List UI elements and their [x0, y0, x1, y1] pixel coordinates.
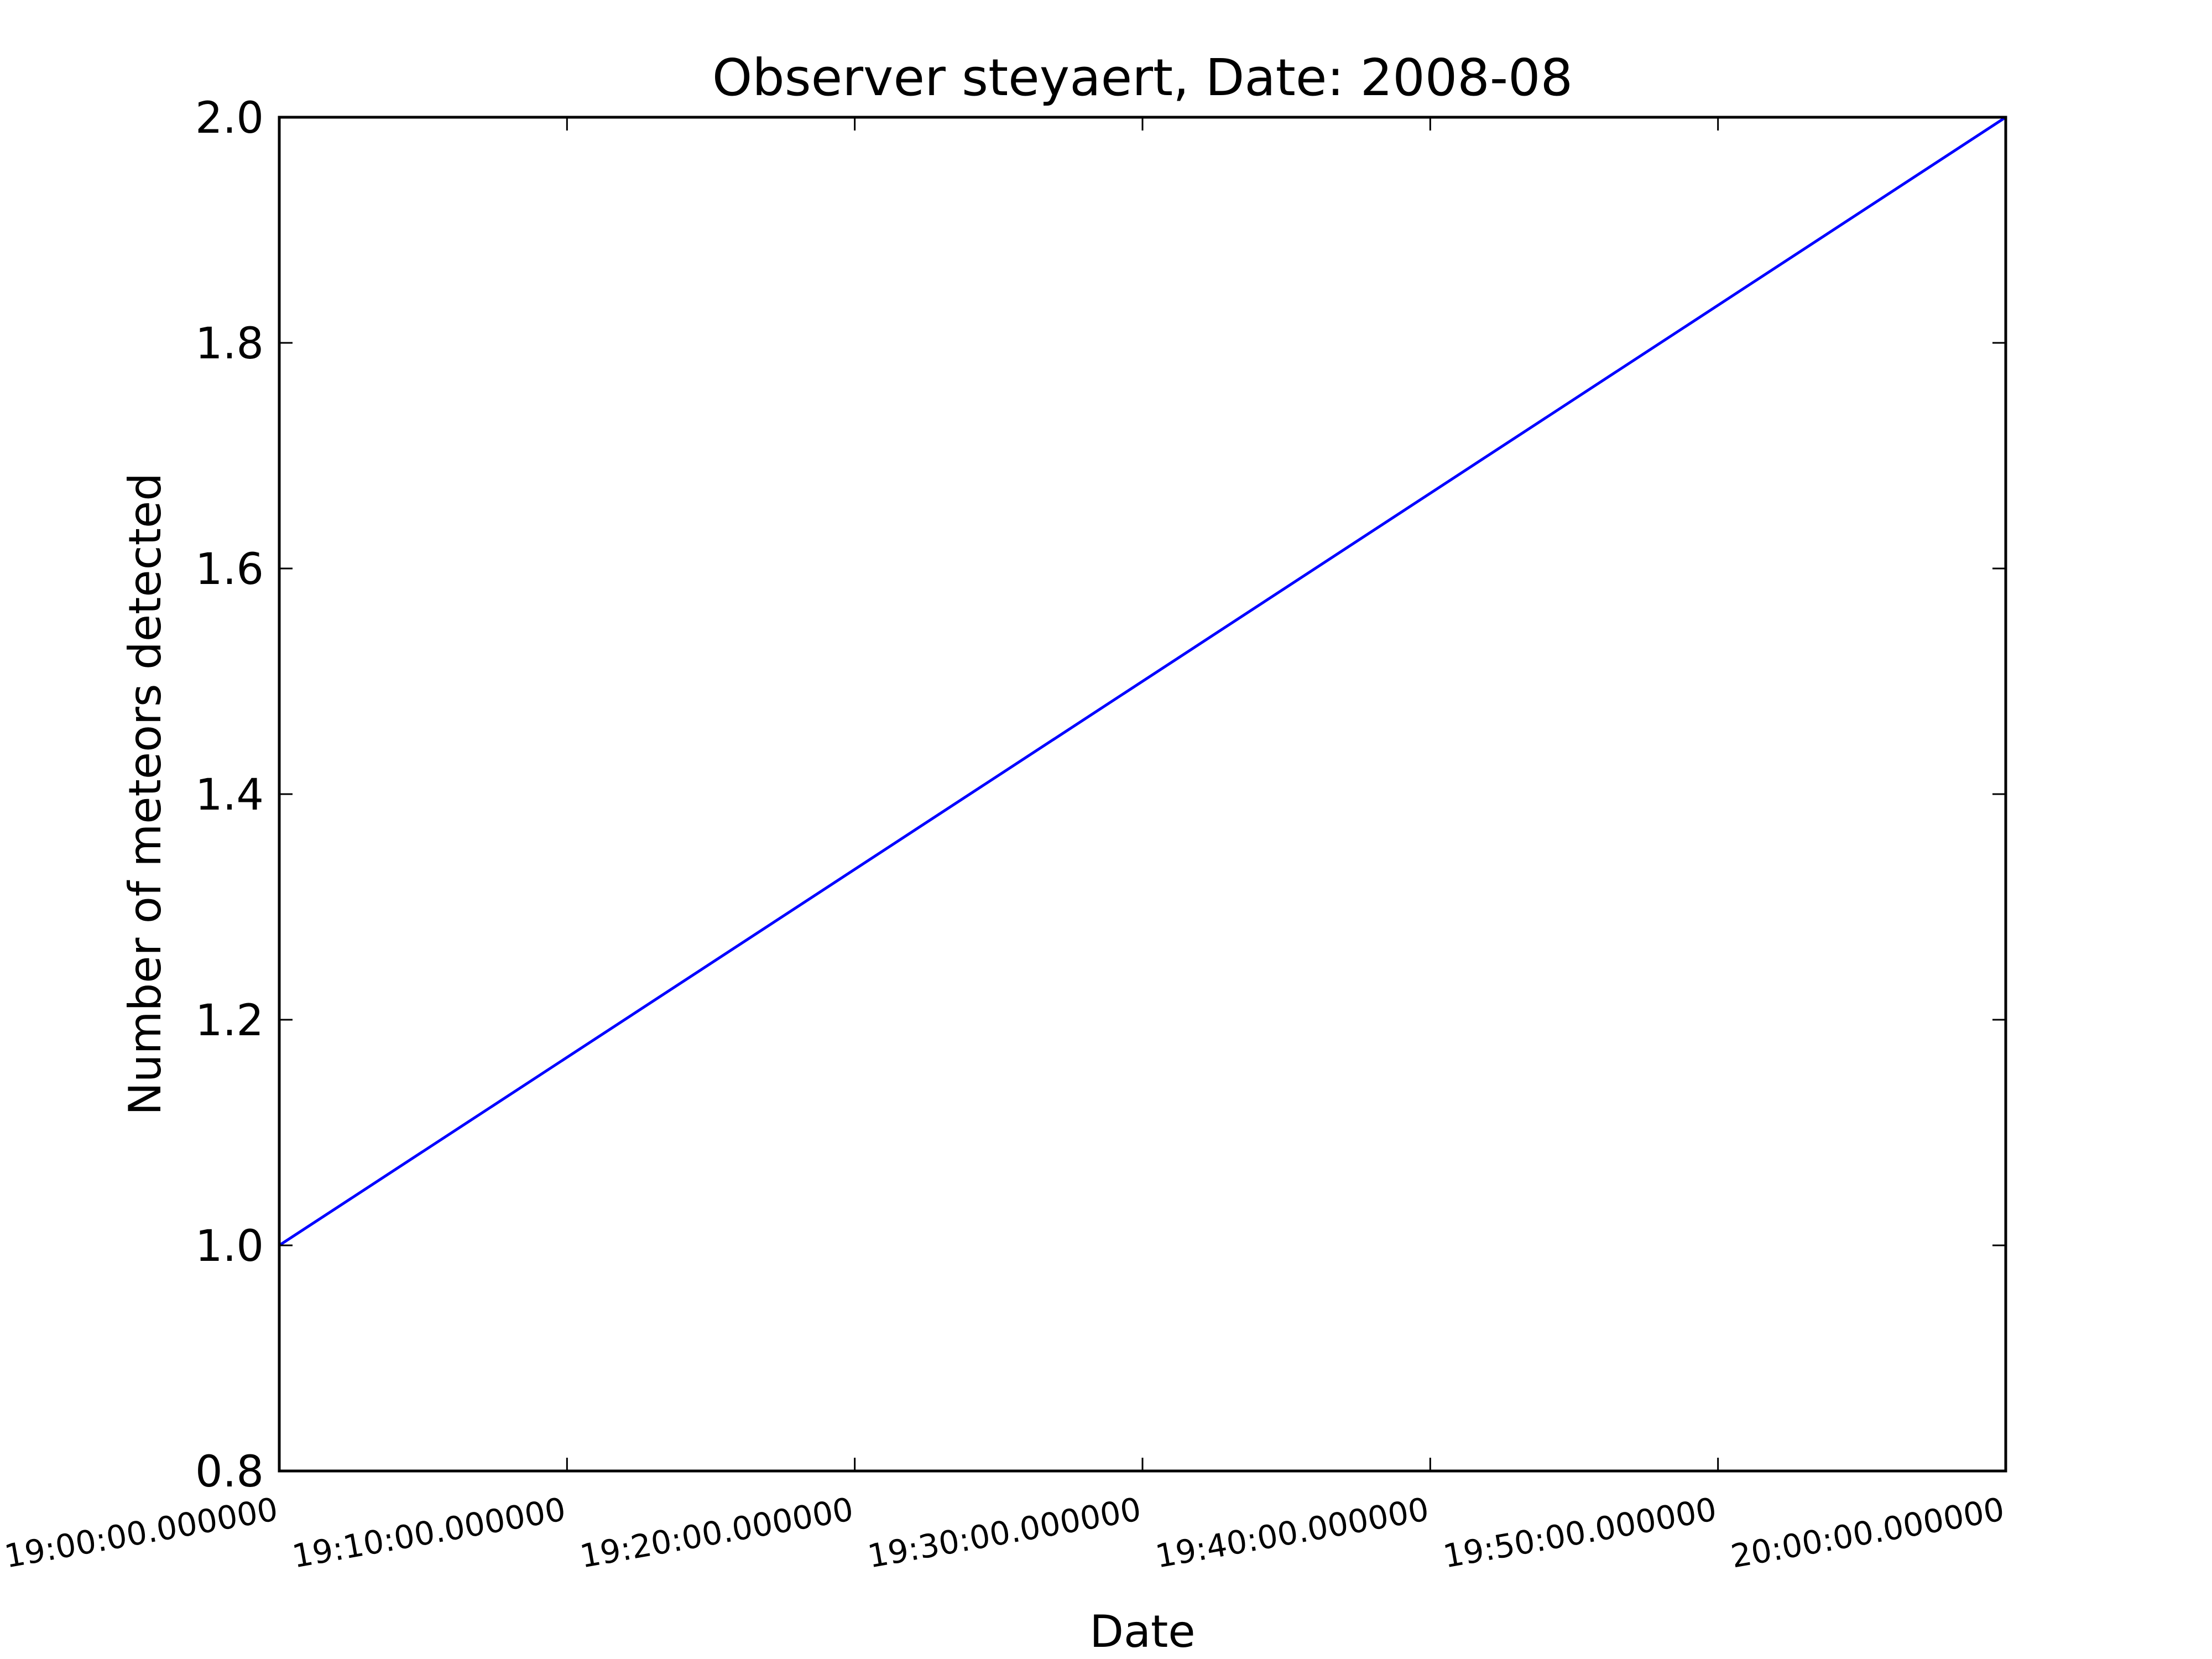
series-line-0 — [278, 116, 2007, 1247]
ticks — [278, 116, 2007, 1472]
y-tick-label: 0.8 — [195, 1447, 264, 1497]
y-tick-label: 1.6 — [195, 545, 264, 594]
y-tick-label: 2.0 — [195, 93, 264, 143]
x-axis-label: Date — [1089, 1606, 1195, 1657]
plot-marks — [278, 116, 2007, 1247]
y-axis-label: Number of meteors detected — [119, 473, 171, 1115]
y-tick-label: 1.4 — [195, 770, 264, 820]
chart-title: Observer steyaert, Date: 2008-08 — [712, 48, 1573, 107]
y-tick-label: 1.8 — [195, 319, 264, 369]
y-tick-label: 1.0 — [195, 1222, 264, 1271]
y-tick-label: 1.2 — [195, 996, 264, 1046]
